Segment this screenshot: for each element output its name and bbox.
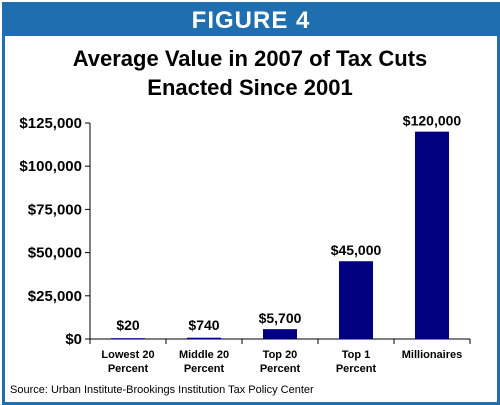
bar — [263, 329, 297, 339]
data-label: $45,000 — [331, 242, 382, 258]
chart-title-line: Enacted Since 2001 — [147, 75, 352, 100]
data-label: $20 — [116, 317, 140, 333]
data-label: $5,700 — [259, 310, 302, 326]
source-note: Source: Urban Institute-Brookings Instit… — [10, 384, 314, 396]
data-label: $120,000 — [403, 113, 462, 129]
category-label: Millionaires — [402, 349, 463, 361]
y-tick-label: $125,000 — [19, 115, 82, 132]
y-tick-label: $75,000 — [28, 201, 82, 218]
bar — [339, 261, 373, 339]
category-label: Percent — [108, 363, 149, 375]
category-label: Middle 20 — [179, 349, 229, 361]
data-label: $740 — [188, 317, 219, 333]
category-label: Percent — [336, 363, 377, 375]
category-label: Percent — [260, 363, 301, 375]
y-tick-label: $25,000 — [28, 288, 82, 305]
category-label: Top 1 — [342, 349, 371, 361]
chart-axes: $0 $25,000 $50,000 $75,000 $100,000 $125,000 — [19, 115, 471, 348]
bar — [111, 338, 145, 339]
category-label: Lowest 20 — [101, 349, 154, 361]
y-tick-label: $100,000 — [19, 158, 82, 175]
bar — [187, 337, 221, 339]
figure-banner: FIGURE 4 — [5, 5, 497, 36]
chart-bars — [111, 131, 449, 339]
chart-title-line: Average Value in 2007 of Tax Cuts — [73, 46, 428, 71]
chart-title: Average Value in 2007 of Tax Cuts Enacted… — [73, 46, 428, 100]
category-label: Top 20 — [263, 349, 298, 361]
y-tick-label: $50,000 — [28, 245, 82, 262]
chart-labels: $20 Lowest 20 Percent $740 Middle 20 Percent $… — [101, 113, 462, 375]
y-tick-label: $0 — [65, 331, 82, 348]
bar — [415, 131, 449, 339]
category-label: Percent — [184, 363, 225, 375]
